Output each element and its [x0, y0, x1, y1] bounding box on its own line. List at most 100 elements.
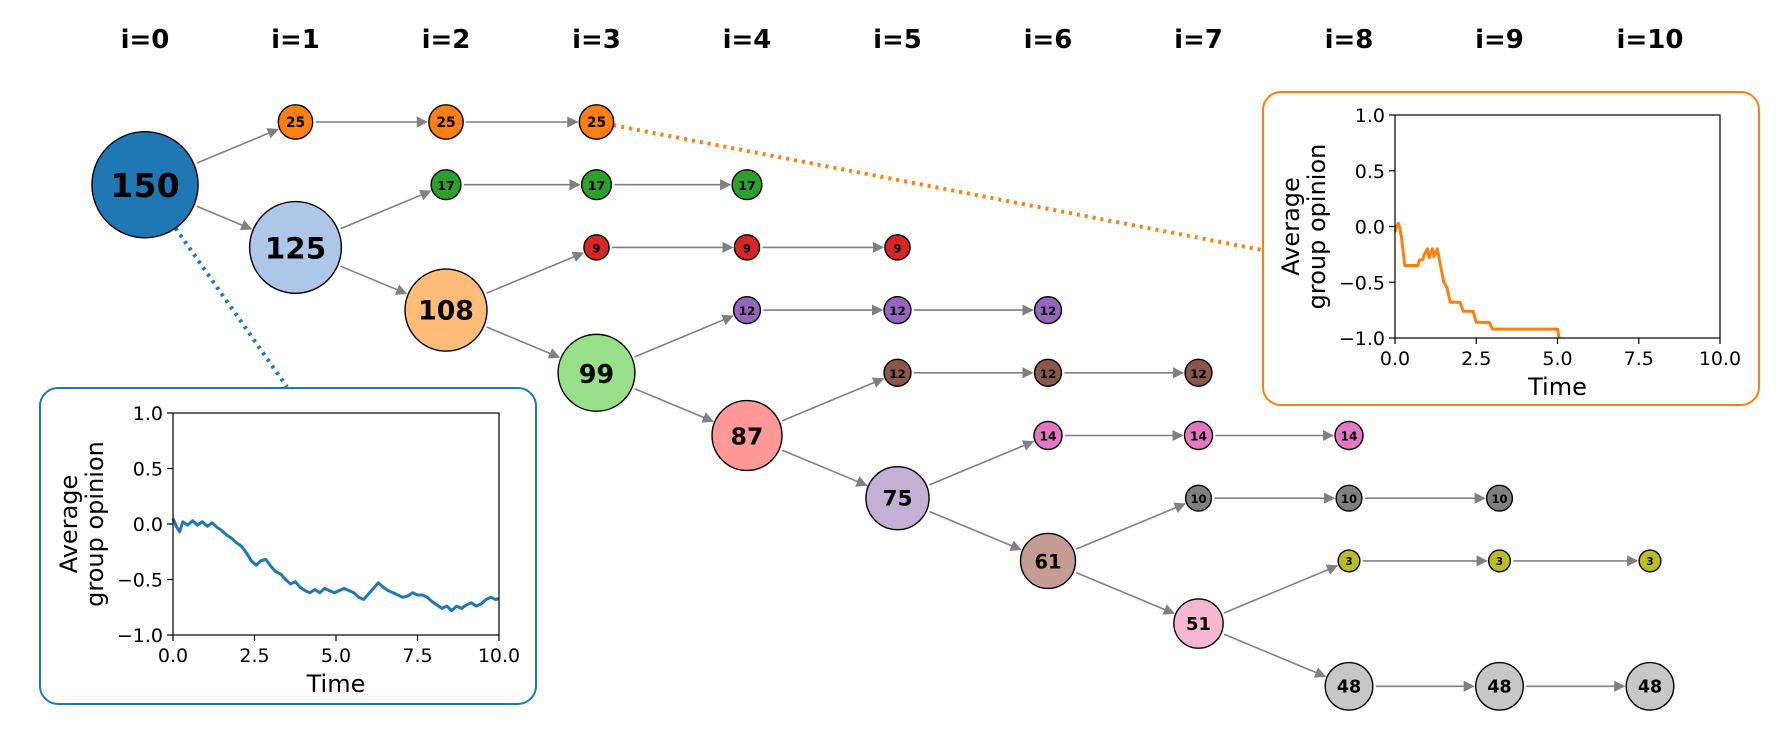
node: 10: [1184, 484, 1213, 512]
node-label: 17: [588, 178, 606, 193]
node-circle: [1184, 358, 1213, 387]
y-tick-label: −1.0: [1339, 328, 1385, 350]
node: 99: [557, 333, 636, 412]
x-tick-label: 0.0: [1380, 348, 1410, 370]
edges: [196, 116, 1639, 692]
node-label: 9: [593, 241, 601, 255]
node: 17: [430, 169, 462, 201]
x-tick-label: 7.5: [1624, 348, 1654, 370]
node-label: 48: [1638, 677, 1662, 697]
node-label: 9: [743, 241, 751, 255]
node-circle: [557, 333, 636, 412]
node-circle: [248, 200, 343, 294]
x-tick-label: 2.5: [239, 645, 269, 667]
x-axis-label: Time: [306, 670, 366, 698]
y-tick-label: 0.0: [1355, 217, 1385, 239]
column-label: i=3: [572, 25, 621, 55]
y-tick-label: 0.5: [133, 459, 163, 481]
node-label: 12: [889, 304, 906, 318]
column-label: i=4: [723, 25, 772, 55]
node-circle: [580, 169, 613, 201]
node-circle: [883, 358, 912, 387]
node: 12: [732, 295, 762, 325]
edge-arrow: [634, 314, 734, 358]
inset-connector-orange: [612, 123, 1263, 252]
node: 125: [248, 200, 343, 294]
node: 3: [1487, 549, 1512, 573]
node: 48: [1475, 661, 1524, 711]
node-label: 14: [1040, 430, 1057, 444]
node-label: 3: [1345, 556, 1352, 568]
node: 17: [731, 169, 763, 201]
x-tick-label: 5.0: [1542, 348, 1572, 370]
node-label: 10: [1190, 492, 1206, 506]
inset-frame: [1262, 91, 1760, 406]
y-tick-label: −1.0: [117, 625, 163, 647]
node-circle: [883, 295, 912, 325]
node-circle: [1487, 549, 1512, 573]
node: 14: [1334, 420, 1364, 451]
node-label: 48: [1337, 677, 1361, 697]
node: 12: [883, 295, 912, 325]
edge-arrow: [1223, 633, 1327, 678]
inset-frame: [39, 387, 537, 705]
node-circle: [711, 399, 783, 472]
node: 12: [1033, 295, 1063, 325]
node-label: 12: [1040, 367, 1057, 381]
edge-arrow: [1223, 564, 1339, 614]
x-tick-label: 2.5: [1461, 348, 1491, 370]
column-label: i=0: [121, 25, 170, 55]
edge-arrow: [634, 387, 714, 423]
node: 87: [711, 399, 783, 472]
node-label: 108: [418, 296, 474, 327]
edge-arrow: [1075, 571, 1175, 615]
y-axis-label-line2: group opinion: [1303, 144, 1331, 310]
node-circle: [1184, 484, 1213, 512]
column-label: i=9: [1475, 25, 1524, 55]
x-tick-label: 10.0: [478, 645, 520, 667]
node-circle: [1475, 661, 1524, 711]
node: 12: [1184, 358, 1213, 387]
node-label: 61: [1034, 550, 1061, 573]
node: 12: [1033, 358, 1063, 387]
node: 14: [1183, 420, 1214, 451]
node: 25: [578, 104, 615, 140]
node-label: 12: [739, 304, 756, 318]
edge-arrow: [781, 449, 868, 487]
column-labels: i=0 i=1 i=2 i=3 i=4 i=5 i=6 i=7 i=8 i=9 i=10: [121, 25, 1684, 55]
node: 3: [1337, 549, 1361, 573]
inset-blue: 0.0 2.5 5.0 7.5 10.0 1.0 0.5 0.0 −0.5 −1.0 Time Ave…: [39, 387, 537, 705]
node-circle: [1337, 549, 1361, 573]
node: 9: [733, 234, 761, 261]
node-circle: [1485, 484, 1514, 512]
node-label: 3: [1496, 556, 1503, 568]
node: 150: [91, 130, 199, 239]
inset-orange: 0.0 2.5 5.0 7.5 10.0 1.0 0.5 0.0 −0.5 −1.0 Time Ave…: [1262, 91, 1760, 406]
node-label: 87: [731, 423, 764, 451]
node: 51: [1173, 598, 1224, 649]
node: 48: [1324, 661, 1374, 711]
node-circle: [1324, 661, 1374, 711]
node-label: 12: [1190, 367, 1207, 381]
node-circle: [91, 130, 199, 239]
node-circle: [732, 295, 762, 325]
node: 108: [404, 268, 488, 352]
edge-arrow: [486, 326, 561, 359]
node-label: 14: [1190, 430, 1207, 444]
node-circle: [583, 234, 610, 261]
y-tick-label: −0.5: [1339, 272, 1385, 294]
node-circle: [1033, 295, 1063, 325]
node-circle: [1335, 484, 1363, 512]
node: 48: [1625, 661, 1675, 711]
node-circle: [884, 234, 911, 261]
node-label: 14: [1341, 430, 1358, 444]
node-circle: [731, 169, 763, 201]
node-label: 3: [1646, 556, 1653, 568]
node: 25: [428, 104, 464, 140]
node-circle: [865, 465, 930, 531]
edge-arrow: [340, 265, 408, 295]
node-label: 9: [894, 241, 902, 255]
column-label: i=10: [1617, 25, 1684, 55]
